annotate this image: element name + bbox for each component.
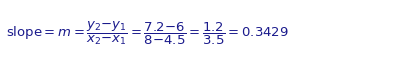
Text: $\mathrm{slope} = m = \dfrac{y_2{-}y_1}{x_2{-}x_1} = \dfrac{7.2{-}6}{8{-}4.5} = : $\mathrm{slope} = m = \dfrac{y_2{-}y_1}{… — [6, 20, 288, 47]
